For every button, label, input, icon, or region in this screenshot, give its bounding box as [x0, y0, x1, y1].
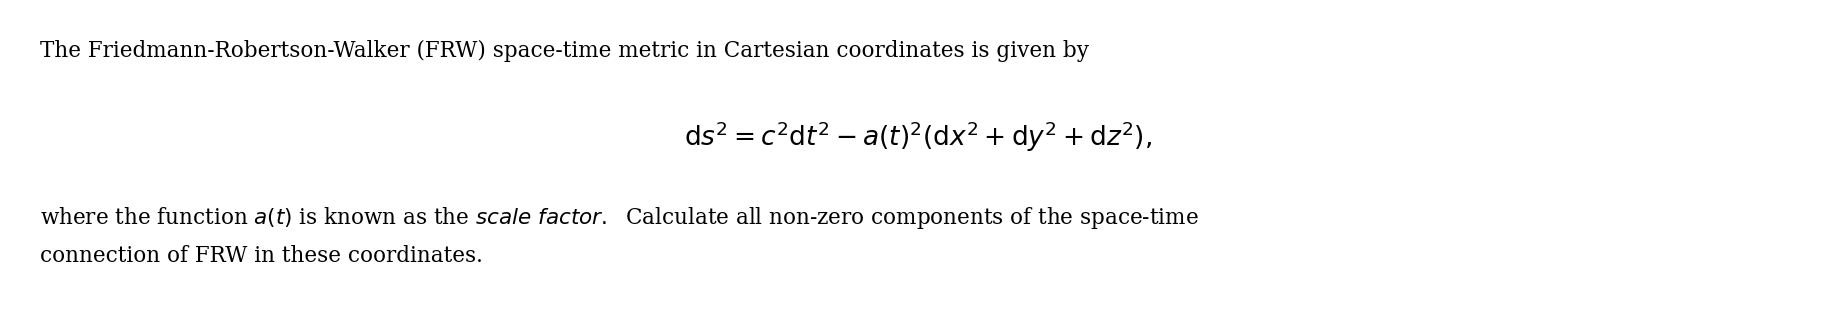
Text: connection of FRW in these coordinates.: connection of FRW in these coordinates. — [40, 245, 483, 267]
Text: $\mathrm{d}s^2 = c^2\mathrm{d}t^2 - a(t)^2(\mathrm{d}x^2 + \mathrm{d}y^2 + \math: $\mathrm{d}s^2 = c^2\mathrm{d}t^2 - a(t)… — [685, 120, 1152, 155]
Text: The Friedmann-Robertson-Walker (FRW) space-time metric in Cartesian coordinates : The Friedmann-Robertson-Walker (FRW) spa… — [40, 40, 1089, 62]
Text: where the function $a(t)$ is known as the $\mathit{scale\ factor}.$  Calculate a: where the function $a(t)$ is known as th… — [40, 205, 1200, 231]
